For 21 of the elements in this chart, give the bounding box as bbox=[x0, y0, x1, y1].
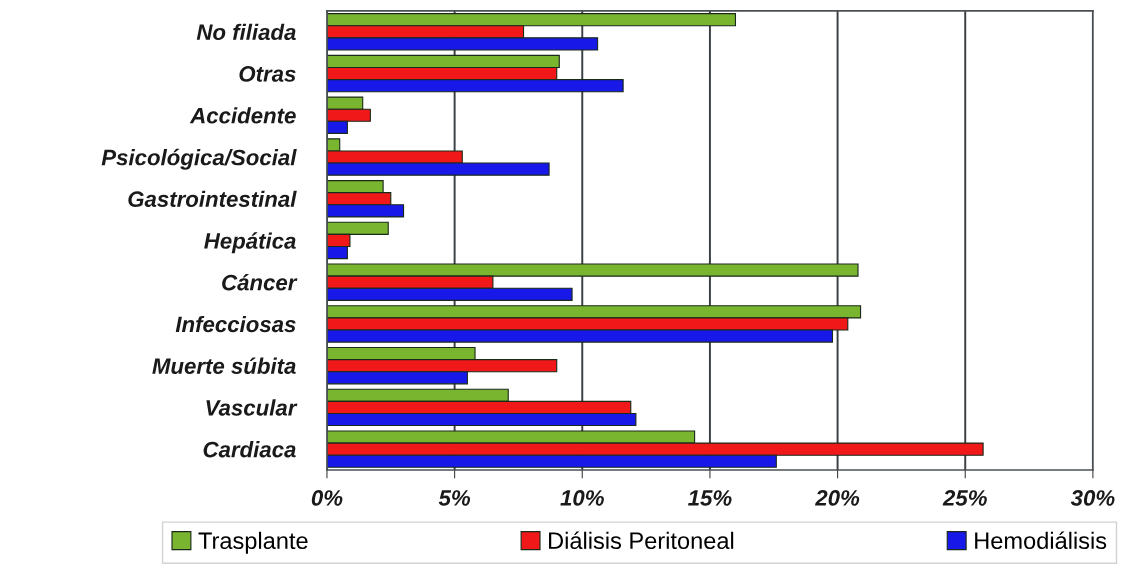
x-tick-label: 10% bbox=[560, 490, 604, 506]
y-tick-label: Accidente bbox=[189, 107, 296, 124]
legend-label: Diálisis Peritoneal bbox=[549, 531, 734, 550]
y-tick-label: Psicológica/Social bbox=[101, 148, 297, 170]
x-tick-label: 25% bbox=[942, 490, 987, 506]
y-tick-label: Infecciosas bbox=[175, 315, 296, 333]
x-tick-label: 15% bbox=[688, 490, 732, 506]
legend-label: Hemodiálisis bbox=[975, 531, 1107, 550]
x-tick-label: 20% bbox=[815, 490, 860, 506]
y-tick-label: Vascular bbox=[206, 399, 298, 416]
y-tick-label: Muerte súbita bbox=[152, 357, 296, 374]
y-tick-label: No filiada bbox=[196, 23, 296, 41]
legend-label: Trasplante bbox=[198, 531, 308, 554]
y-tick-label: Gastrointestinal bbox=[128, 190, 297, 207]
x-tick-label: 30% bbox=[1070, 490, 1115, 506]
y-tick-label: Hepática bbox=[204, 232, 296, 254]
x-tick-label: 0% bbox=[311, 490, 343, 506]
y-tick-label: Cardiaca bbox=[203, 441, 296, 458]
y-tick-label: Otras bbox=[239, 66, 296, 82]
x-tick-label: 5% bbox=[438, 490, 471, 506]
y-tick-label: Cáncer bbox=[222, 273, 298, 291]
